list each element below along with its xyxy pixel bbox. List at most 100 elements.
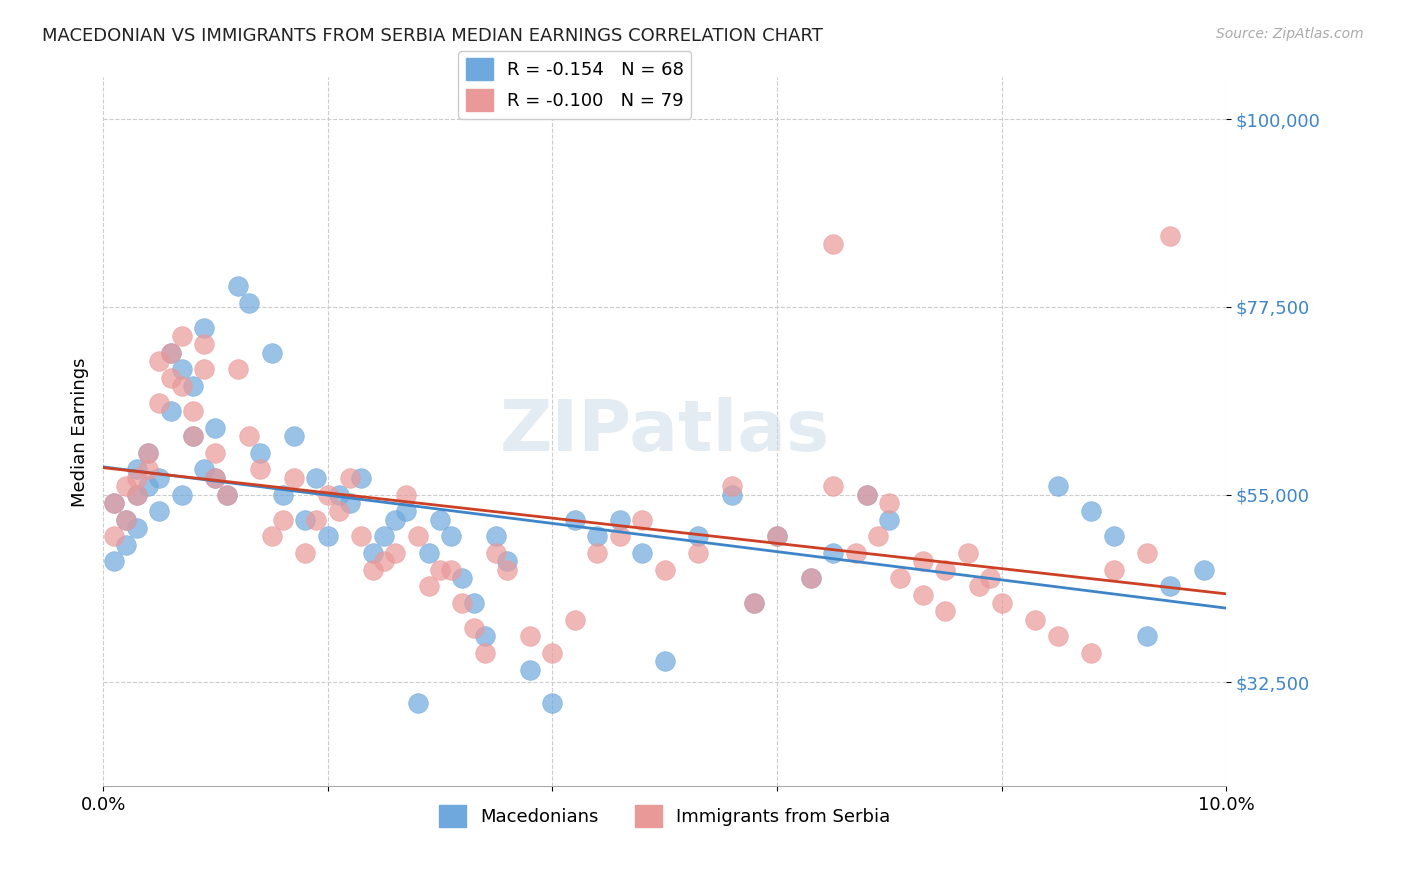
Point	[934, 604, 956, 618]
Point	[294, 512, 316, 526]
Point	[294, 546, 316, 560]
Point	[283, 429, 305, 443]
Point	[114, 538, 136, 552]
Point	[688, 529, 710, 543]
Point	[1159, 228, 1181, 243]
Point	[159, 345, 181, 359]
Point	[1102, 529, 1125, 543]
Point	[855, 487, 877, 501]
Point	[204, 446, 226, 460]
Point	[451, 571, 474, 585]
Point	[283, 471, 305, 485]
Point	[967, 579, 990, 593]
Point	[564, 512, 586, 526]
Point	[181, 429, 204, 443]
Point	[541, 696, 564, 710]
Point	[911, 554, 934, 568]
Point	[496, 563, 519, 577]
Point	[373, 529, 395, 543]
Point	[823, 479, 845, 493]
Point	[170, 379, 193, 393]
Point	[889, 571, 911, 585]
Point	[114, 512, 136, 526]
Point	[766, 529, 789, 543]
Point	[238, 295, 260, 310]
Point	[316, 529, 339, 543]
Point	[956, 546, 979, 560]
Point	[215, 487, 238, 501]
Point	[1192, 563, 1215, 577]
Point	[305, 471, 328, 485]
Text: MACEDONIAN VS IMMIGRANTS FROM SERBIA MEDIAN EARNINGS CORRELATION CHART: MACEDONIAN VS IMMIGRANTS FROM SERBIA MED…	[42, 27, 823, 45]
Point	[823, 237, 845, 252]
Point	[451, 596, 474, 610]
Point	[361, 546, 384, 560]
Point	[328, 504, 350, 518]
Point	[721, 487, 744, 501]
Point	[586, 546, 609, 560]
Point	[148, 471, 170, 485]
Point	[800, 571, 823, 585]
Point	[844, 546, 866, 560]
Point	[204, 471, 226, 485]
Legend: Macedonians, Immigrants from Serbia: Macedonians, Immigrants from Serbia	[432, 797, 898, 834]
Point	[260, 345, 283, 359]
Point	[136, 462, 159, 476]
Point	[170, 362, 193, 376]
Point	[328, 487, 350, 501]
Point	[429, 512, 451, 526]
Point	[114, 479, 136, 493]
Point	[193, 337, 215, 351]
Point	[979, 571, 1001, 585]
Point	[148, 354, 170, 368]
Point	[373, 554, 395, 568]
Point	[384, 512, 406, 526]
Point	[159, 370, 181, 384]
Point	[766, 529, 789, 543]
Point	[463, 621, 485, 635]
Point	[1080, 646, 1102, 660]
Point	[866, 529, 889, 543]
Point	[631, 512, 654, 526]
Point	[125, 471, 148, 485]
Point	[350, 529, 373, 543]
Point	[125, 462, 148, 476]
Text: ZIPatlas: ZIPatlas	[499, 398, 830, 467]
Point	[406, 529, 429, 543]
Point	[823, 546, 845, 560]
Point	[136, 479, 159, 493]
Point	[125, 521, 148, 535]
Point	[406, 696, 429, 710]
Point	[339, 471, 361, 485]
Point	[800, 571, 823, 585]
Point	[395, 487, 418, 501]
Point	[1159, 579, 1181, 593]
Point	[204, 421, 226, 435]
Point	[193, 320, 215, 334]
Point	[159, 404, 181, 418]
Point	[934, 563, 956, 577]
Point	[148, 396, 170, 410]
Point	[654, 654, 676, 668]
Point	[125, 487, 148, 501]
Point	[519, 663, 541, 677]
Point	[204, 471, 226, 485]
Point	[103, 554, 125, 568]
Point	[463, 596, 485, 610]
Point	[474, 646, 496, 660]
Point	[148, 504, 170, 518]
Point	[496, 554, 519, 568]
Point	[114, 512, 136, 526]
Point	[877, 496, 900, 510]
Point	[429, 563, 451, 577]
Point	[744, 596, 766, 610]
Point	[238, 429, 260, 443]
Point	[339, 496, 361, 510]
Point	[990, 596, 1012, 610]
Point	[136, 446, 159, 460]
Point	[418, 546, 440, 560]
Point	[193, 362, 215, 376]
Text: Source: ZipAtlas.com: Source: ZipAtlas.com	[1216, 27, 1364, 41]
Point	[361, 563, 384, 577]
Point	[474, 629, 496, 643]
